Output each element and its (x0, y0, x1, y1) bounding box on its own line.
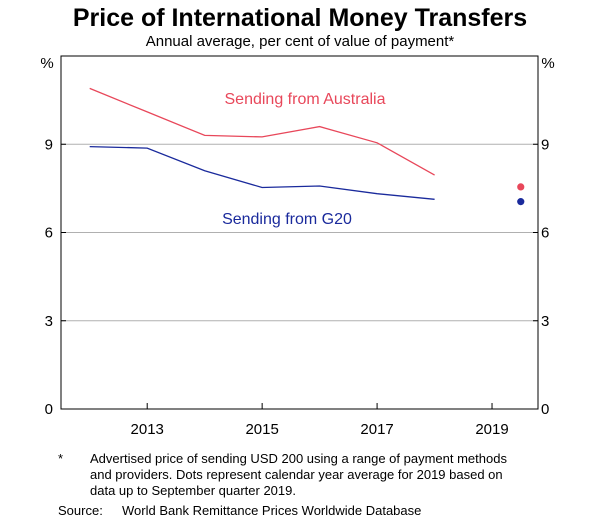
footnote-marker: * (58, 451, 64, 466)
chart-subtitle: Annual average, per cent of value of pay… (145, 33, 455, 50)
source-label: Source: (58, 503, 103, 518)
y-tick-label-left: 9 (45, 136, 53, 153)
y-tick-label-right: 3 (541, 313, 549, 330)
y-unit-label-left: % (40, 55, 53, 72)
y-tick-label-right: 0 (541, 401, 549, 418)
series-line (89, 87, 435, 176)
y-tick-label-left: 6 (45, 225, 53, 242)
series-dot (517, 183, 525, 191)
x-tick-label: 2019 (475, 421, 508, 438)
y-unit-label-right: % (541, 55, 554, 72)
x-tick-label: 2017 (360, 421, 393, 438)
series-label: Sending from G20 (222, 211, 352, 228)
series-line (89, 145, 435, 200)
series-label: Sending from Australia (225, 91, 386, 108)
series-dot (517, 198, 525, 206)
x-tick-label: 2013 (131, 421, 164, 438)
y-tick-label-left: 0 (45, 401, 53, 418)
chart-title: Price of International Money Transfers (72, 4, 528, 32)
footnote-text: Advertised price of sending USD 200 usin… (90, 451, 507, 498)
y-tick-label-right: 6 (541, 225, 549, 242)
source-text: World Bank Remittance Prices Worldwide D… (122, 503, 422, 518)
x-tick-label: 2015 (245, 421, 278, 438)
y-tick-label-left: 3 (45, 313, 53, 330)
y-tick-label-right: 9 (541, 136, 549, 153)
